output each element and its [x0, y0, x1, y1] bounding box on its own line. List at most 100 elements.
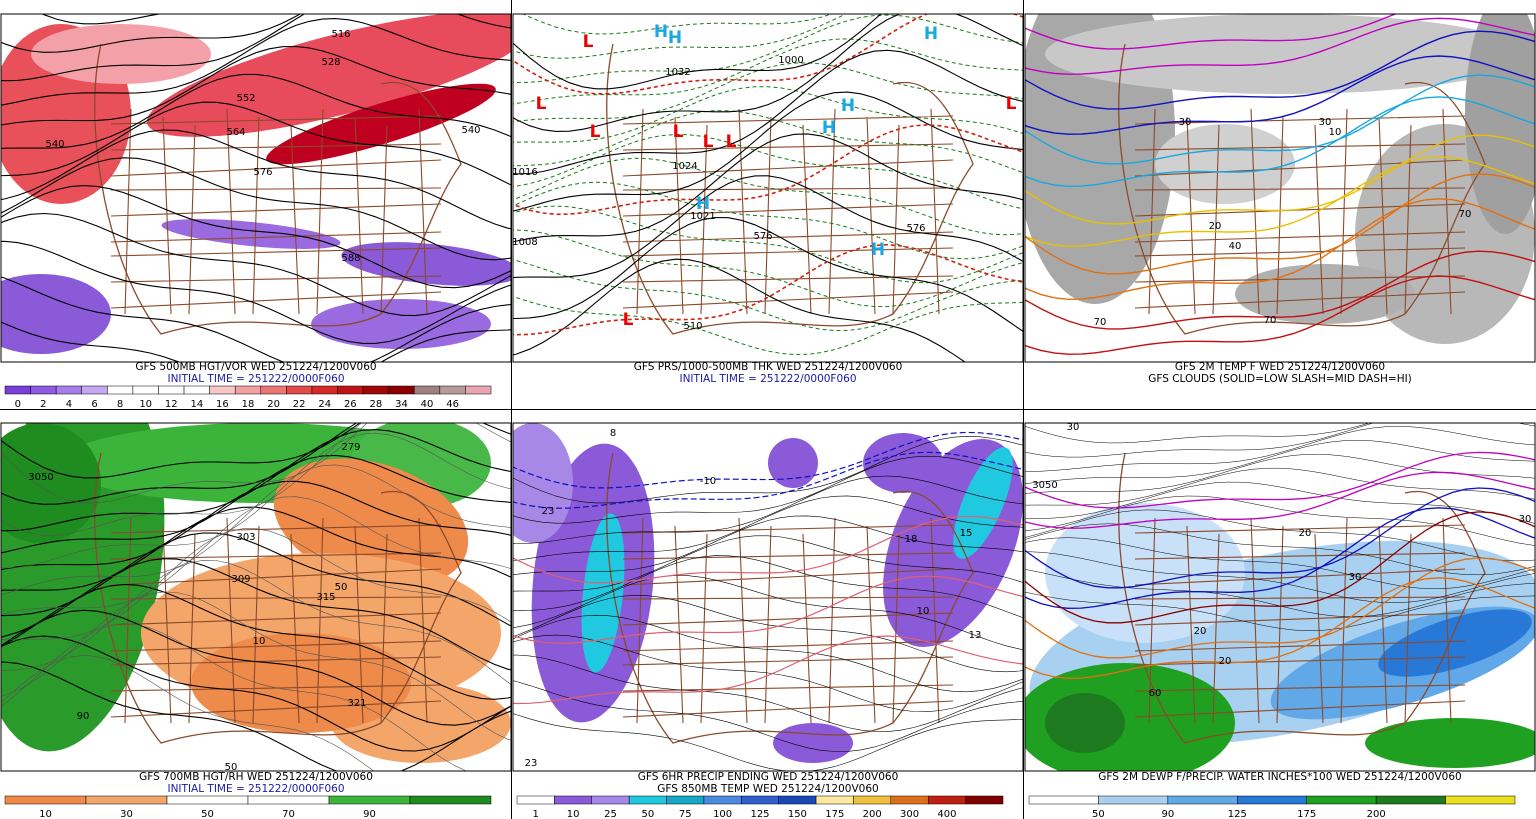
contour: [1, 528, 511, 640]
colorbar-swatch: [1237, 795, 1307, 805]
contour: [1025, 495, 1535, 546]
contour-label: 540: [461, 125, 480, 136]
colorbar-swatch: [1098, 795, 1169, 805]
contour: [1, 480, 511, 571]
contour-label: 20: [1219, 656, 1232, 667]
contour-label: L: [1006, 94, 1017, 114]
contour: [1, 212, 511, 317]
contour: [1025, 487, 1535, 589]
shaded-area: [1, 274, 111, 354]
shaded-area: [1045, 693, 1125, 753]
contour: [513, 431, 1023, 489]
shaded-area: [863, 433, 943, 493]
colorbar-label: 12: [165, 399, 178, 410]
colorbar-swatch: [1306, 795, 1377, 805]
shaded-area: [768, 438, 818, 488]
panel: 30 30 20 40 70 70 10 70 GFS 2M TEMP F WED 251224…: [1024, 13, 1536, 385]
shaded-area: [341, 242, 511, 286]
map: 30 30 20 40 70 70 10 70: [1025, 14, 1535, 362]
contour-label: H: [654, 22, 668, 42]
colorbar-swatch: [4, 795, 87, 805]
colorbar-swatch: [183, 385, 210, 395]
colorbar-swatch: [362, 385, 389, 395]
caption: INITIAL TIME = 251222/0000F060: [679, 373, 856, 385]
contour: [1025, 471, 1535, 529]
contour: [1, 185, 511, 289]
contour-label: 10: [253, 636, 266, 647]
contour-label: 564: [226, 127, 245, 138]
caption: GFS PRS/1000-500MB THK WED 251224/1200V0…: [634, 361, 903, 373]
contour-label: 588: [341, 253, 360, 264]
colorbar-label: 22: [293, 399, 306, 410]
contour: [513, 515, 1023, 584]
contour: [513, 110, 1023, 174]
contour-label: L: [703, 132, 714, 152]
contour: [1, 101, 511, 186]
caption: INITIAL TIME = 251222/0000F060: [167, 783, 344, 795]
colorbar-swatch: [158, 385, 185, 395]
contour-label: 10: [917, 606, 930, 617]
contour-label: L: [623, 310, 634, 330]
contour-label: 30: [1349, 572, 1362, 583]
contour: [513, 133, 1023, 243]
contour-label: 20: [1194, 626, 1207, 637]
contour-label: 576: [753, 231, 772, 242]
shaded-area: [1365, 718, 1535, 768]
contour: [1, 240, 511, 344]
colorbar-label: 100: [713, 809, 732, 819]
state-borders: [622, 108, 954, 315]
contour: [513, 14, 1023, 84]
contour-label: 50: [225, 762, 238, 773]
panel: 30 3050 20 30 20 20 30 60 GFS 2M DEWP F/PRECIP. …: [1024, 422, 1536, 819]
contour: [1, 432, 511, 569]
contour-label: 1008: [512, 237, 537, 248]
contour-label: L: [536, 94, 547, 114]
contour: [1025, 423, 1371, 444]
contour-label: 20: [1209, 221, 1222, 232]
shaded-area: [1235, 264, 1415, 324]
colorbar-swatch: [516, 795, 555, 805]
colorbar-swatch: [166, 795, 249, 805]
contour: [1, 454, 511, 554]
colorbar-swatch: [107, 385, 134, 395]
contour: [1025, 467, 1535, 506]
contour: [513, 181, 1023, 260]
contour-label: 23: [525, 758, 538, 769]
contour: [522, 14, 834, 35]
colorbar-swatch: [1445, 795, 1516, 805]
state-borders: [1134, 108, 1466, 315]
colorbar-swatch: [328, 795, 411, 805]
colorbar-label: 125: [750, 809, 769, 819]
shaded-area: [191, 633, 411, 733]
contour-label: 40: [1229, 241, 1242, 252]
coastline: [606, 452, 974, 744]
contour-label: 70: [1264, 315, 1277, 326]
shaded-area: [953, 447, 1013, 559]
contour: [1025, 96, 1535, 188]
contour: [1025, 14, 1398, 50]
contour: [513, 296, 1023, 356]
colorbar-swatch: [1167, 795, 1238, 805]
map: -10 18 23 13 10 23 8 15: [513, 423, 1023, 771]
contour: [1, 661, 511, 771]
map: 516 528 552 564 576 588 540 540: [1, 14, 511, 362]
colorbar-label: 175: [1297, 809, 1316, 819]
colorbar-swatch: [815, 795, 854, 805]
contour: [1025, 551, 1535, 603]
contour-label: L: [673, 122, 684, 142]
colorbar-swatch: [1028, 795, 1099, 805]
contour-label: H: [871, 240, 885, 260]
contour: [1, 276, 511, 362]
colorbar-swatch: [778, 795, 817, 805]
colorbar-label: 25: [604, 809, 617, 819]
contour-label: 8: [610, 428, 616, 439]
caption: GFS 6HR PRECIP ENDING WED 251224/1200V06…: [638, 771, 899, 783]
contour-label: 15: [960, 528, 973, 539]
contour: [1025, 523, 1535, 576]
colorbar-label: 175: [825, 809, 844, 819]
colorbar-label: 50: [641, 809, 654, 819]
contour-label: 516: [331, 29, 350, 40]
